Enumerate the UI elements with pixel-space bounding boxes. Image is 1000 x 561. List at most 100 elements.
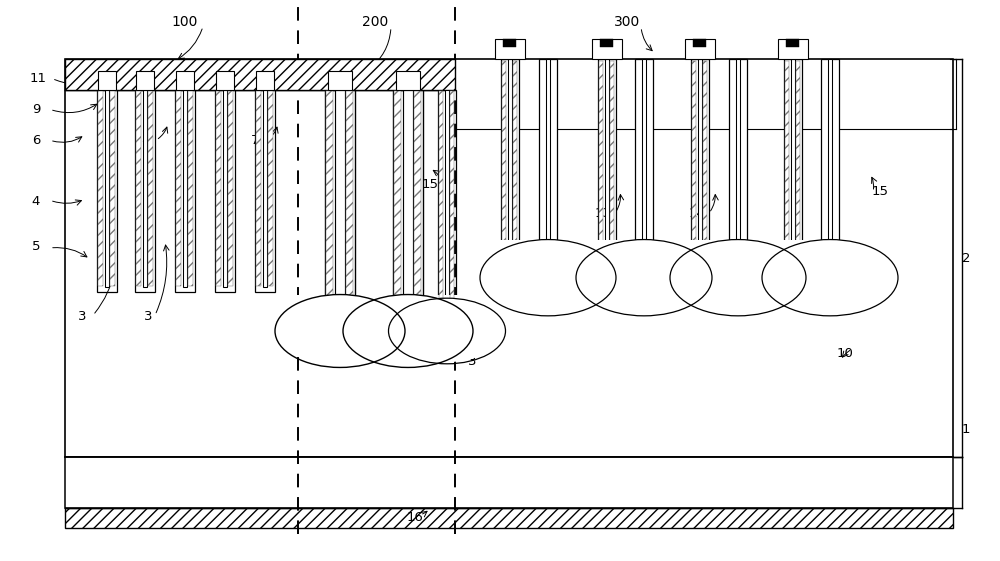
Bar bbox=[393, 90, 423, 331]
Bar bbox=[685, 39, 715, 59]
Circle shape bbox=[483, 241, 613, 314]
Bar bbox=[143, 90, 147, 287]
Bar bbox=[513, 61, 517, 272]
Bar bbox=[703, 61, 707, 272]
Bar bbox=[736, 59, 740, 274]
Bar bbox=[693, 39, 706, 47]
Bar bbox=[439, 91, 443, 325]
Bar bbox=[778, 39, 808, 59]
Text: 3: 3 bbox=[78, 310, 86, 324]
Text: 6: 6 bbox=[32, 134, 40, 147]
Bar bbox=[183, 90, 187, 287]
Bar bbox=[635, 59, 653, 278]
Text: 8: 8 bbox=[141, 134, 149, 147]
Bar bbox=[175, 90, 195, 292]
Text: 4: 4 bbox=[32, 195, 40, 209]
Circle shape bbox=[278, 296, 402, 366]
Bar bbox=[579, 240, 709, 278]
Bar bbox=[592, 39, 622, 59]
Bar bbox=[546, 59, 550, 274]
Bar bbox=[65, 457, 953, 508]
Bar bbox=[98, 71, 116, 90]
Text: 14: 14 bbox=[689, 206, 705, 220]
Bar bbox=[268, 91, 273, 286]
Text: 5: 5 bbox=[32, 240, 40, 254]
Bar bbox=[97, 90, 117, 292]
Bar bbox=[105, 90, 109, 287]
Bar bbox=[65, 508, 953, 528]
Bar bbox=[503, 39, 516, 47]
Bar bbox=[599, 61, 603, 272]
Bar bbox=[346, 295, 470, 331]
Bar bbox=[501, 59, 519, 278]
Bar bbox=[692, 61, 696, 272]
Bar bbox=[828, 59, 832, 274]
Text: 1: 1 bbox=[962, 422, 970, 436]
Text: 300: 300 bbox=[614, 16, 640, 29]
Bar bbox=[796, 61, 800, 272]
Circle shape bbox=[392, 300, 503, 362]
Bar bbox=[176, 91, 181, 286]
Bar bbox=[216, 91, 221, 286]
Text: 15: 15 bbox=[872, 185, 889, 199]
Text: 11: 11 bbox=[30, 72, 46, 85]
Bar bbox=[256, 71, 274, 90]
Bar bbox=[394, 298, 500, 331]
Circle shape bbox=[346, 296, 470, 366]
Bar bbox=[223, 90, 227, 287]
Bar bbox=[785, 61, 789, 272]
Bar bbox=[610, 61, 614, 272]
Bar bbox=[328, 71, 352, 90]
Text: 12: 12 bbox=[746, 268, 763, 282]
Bar bbox=[414, 91, 421, 324]
Bar bbox=[346, 91, 353, 324]
Text: 16: 16 bbox=[407, 511, 423, 525]
Bar bbox=[148, 91, 153, 286]
Circle shape bbox=[579, 241, 709, 314]
Bar bbox=[188, 91, 193, 286]
Bar bbox=[325, 90, 355, 331]
Bar bbox=[215, 90, 235, 292]
Bar bbox=[136, 91, 141, 286]
Text: 10: 10 bbox=[332, 347, 348, 360]
Bar bbox=[65, 59, 455, 90]
Bar bbox=[791, 59, 795, 274]
Bar bbox=[729, 59, 747, 278]
Bar bbox=[786, 39, 799, 47]
Text: 12: 12 bbox=[558, 268, 576, 282]
Bar bbox=[821, 59, 839, 278]
Bar bbox=[135, 90, 155, 292]
Bar bbox=[502, 61, 506, 272]
Text: 9: 9 bbox=[32, 103, 40, 116]
Bar bbox=[445, 90, 449, 327]
Bar bbox=[765, 240, 895, 278]
Bar bbox=[65, 59, 953, 457]
Bar bbox=[438, 90, 456, 331]
Bar bbox=[598, 59, 616, 278]
Bar bbox=[278, 295, 402, 331]
Bar bbox=[396, 71, 420, 90]
Bar bbox=[176, 71, 194, 90]
Bar bbox=[495, 39, 525, 59]
Circle shape bbox=[765, 241, 895, 314]
Text: 13: 13 bbox=[594, 206, 612, 220]
Bar bbox=[642, 59, 646, 274]
Text: 7: 7 bbox=[251, 134, 259, 147]
Text: 2: 2 bbox=[962, 251, 970, 265]
Bar bbox=[450, 91, 454, 325]
Bar bbox=[539, 59, 557, 278]
Bar bbox=[255, 90, 275, 292]
Bar bbox=[698, 59, 702, 274]
Text: 100: 100 bbox=[172, 16, 198, 29]
Bar bbox=[508, 59, 512, 274]
Bar bbox=[263, 90, 267, 287]
Bar bbox=[228, 91, 233, 286]
Bar bbox=[110, 91, 115, 286]
Text: 12: 12 bbox=[652, 268, 668, 282]
Text: 3: 3 bbox=[468, 355, 476, 369]
Bar bbox=[483, 240, 613, 278]
Bar bbox=[256, 91, 261, 286]
Bar bbox=[98, 91, 103, 286]
Bar bbox=[326, 91, 333, 324]
Bar bbox=[216, 71, 234, 90]
